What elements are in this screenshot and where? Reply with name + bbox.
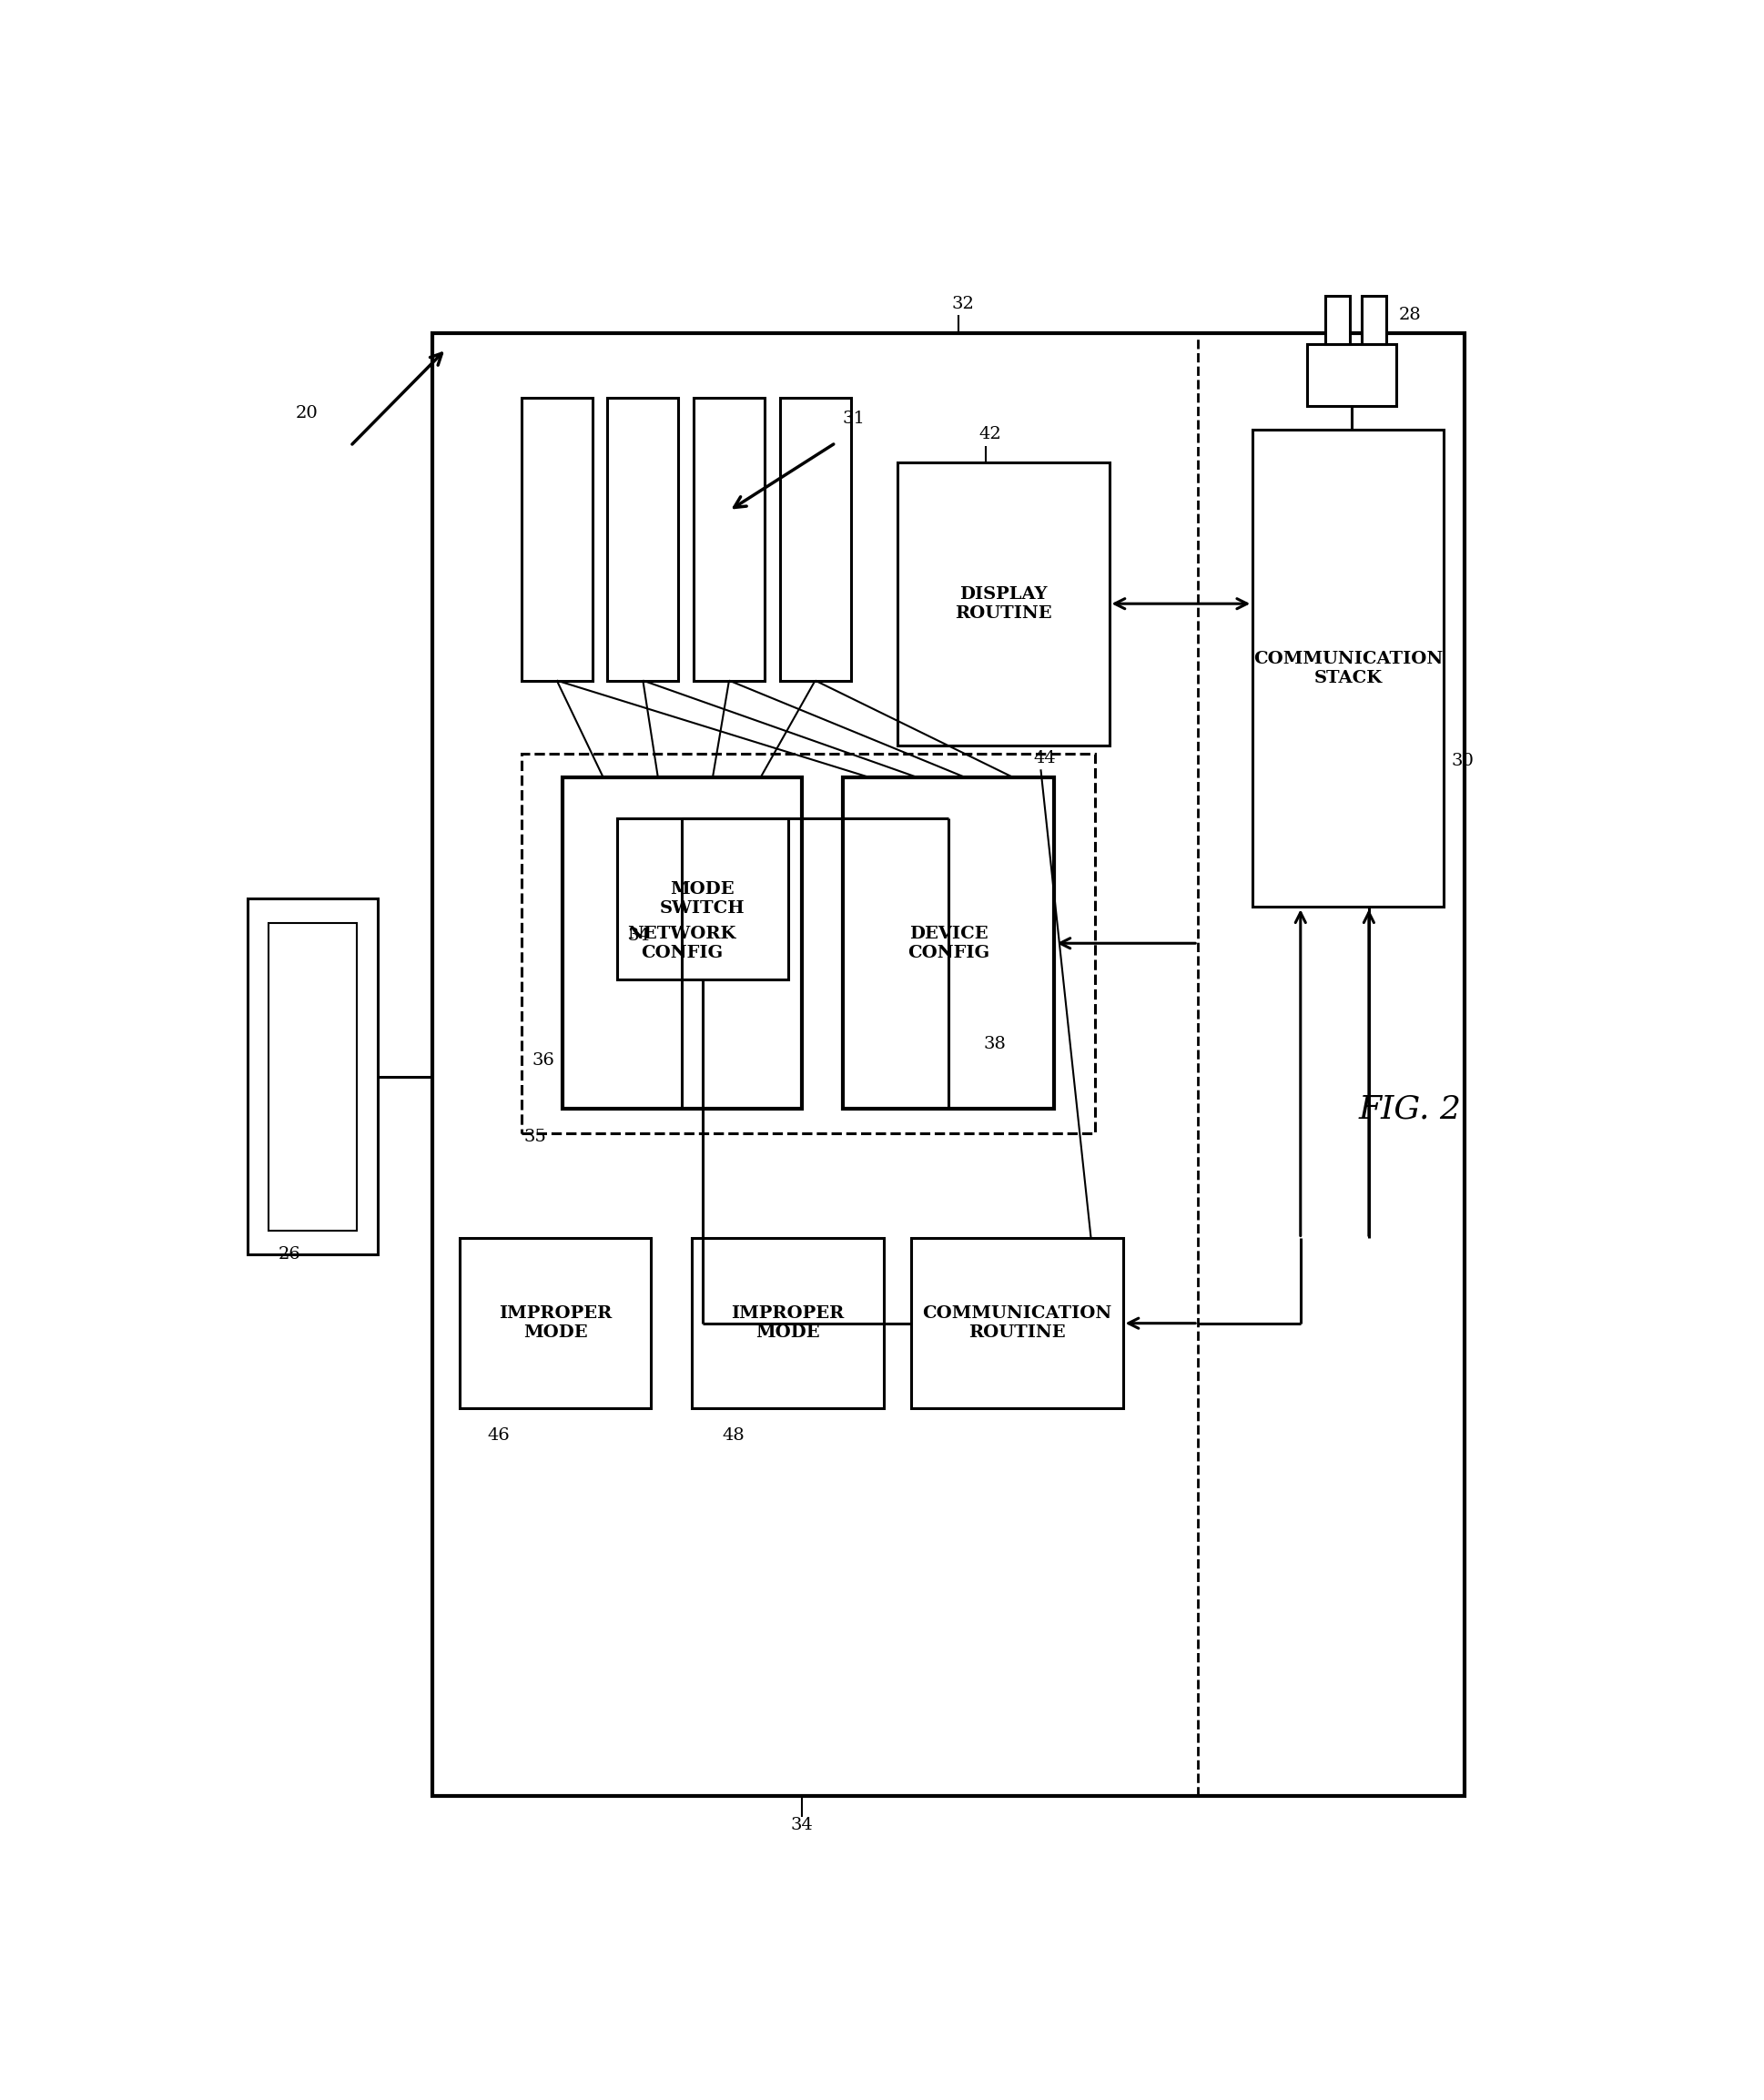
Text: 34: 34 bbox=[790, 1816, 813, 1833]
Bar bbox=[691, 1239, 884, 1409]
Bar bbox=[693, 397, 764, 680]
Bar bbox=[607, 397, 679, 680]
Text: 48: 48 bbox=[721, 1428, 744, 1445]
Bar bbox=[898, 462, 1110, 745]
Bar bbox=[780, 397, 850, 680]
Text: 28: 28 bbox=[1399, 307, 1422, 323]
Text: 44: 44 bbox=[1034, 750, 1057, 766]
Bar bbox=[268, 924, 356, 1231]
Bar bbox=[1362, 296, 1387, 344]
Bar bbox=[1252, 430, 1445, 907]
Text: 35: 35 bbox=[524, 1128, 547, 1144]
Text: FIG. 2: FIG. 2 bbox=[1358, 1094, 1461, 1124]
Text: 42: 42 bbox=[979, 426, 1002, 443]
Text: NETWORK
CONFIG: NETWORK CONFIG bbox=[628, 926, 736, 962]
Text: 31: 31 bbox=[843, 410, 864, 426]
Bar bbox=[910, 1239, 1122, 1409]
Bar bbox=[522, 754, 1095, 1134]
Text: COMMUNICATION
ROUTINE: COMMUNICATION ROUTINE bbox=[923, 1306, 1111, 1342]
Text: IMPROPER
MODE: IMPROPER MODE bbox=[499, 1306, 612, 1342]
Bar bbox=[563, 777, 801, 1109]
Text: MODE
SWITCH: MODE SWITCH bbox=[660, 882, 744, 916]
Bar bbox=[432, 332, 1464, 1795]
Bar bbox=[522, 397, 593, 680]
Bar bbox=[843, 777, 1055, 1109]
Bar bbox=[1325, 296, 1349, 344]
Bar bbox=[460, 1239, 651, 1409]
Bar bbox=[247, 899, 377, 1254]
Text: 38: 38 bbox=[983, 1035, 1005, 1052]
Bar bbox=[617, 817, 789, 979]
Text: 34: 34 bbox=[628, 928, 651, 945]
Text: 20: 20 bbox=[296, 405, 318, 422]
Text: 32: 32 bbox=[953, 296, 974, 311]
Text: IMPROPER
MODE: IMPROPER MODE bbox=[732, 1306, 845, 1342]
Text: 46: 46 bbox=[487, 1428, 510, 1445]
Text: DEVICE
CONFIG: DEVICE CONFIG bbox=[907, 926, 990, 962]
Text: 30: 30 bbox=[1450, 754, 1473, 769]
Text: DISPLAY
ROUTINE: DISPLAY ROUTINE bbox=[954, 586, 1051, 622]
Bar bbox=[1307, 344, 1397, 405]
Text: COMMUNICATION
STACK: COMMUNICATION STACK bbox=[1254, 651, 1443, 687]
Text: 36: 36 bbox=[533, 1052, 556, 1069]
Text: 26: 26 bbox=[279, 1245, 300, 1262]
